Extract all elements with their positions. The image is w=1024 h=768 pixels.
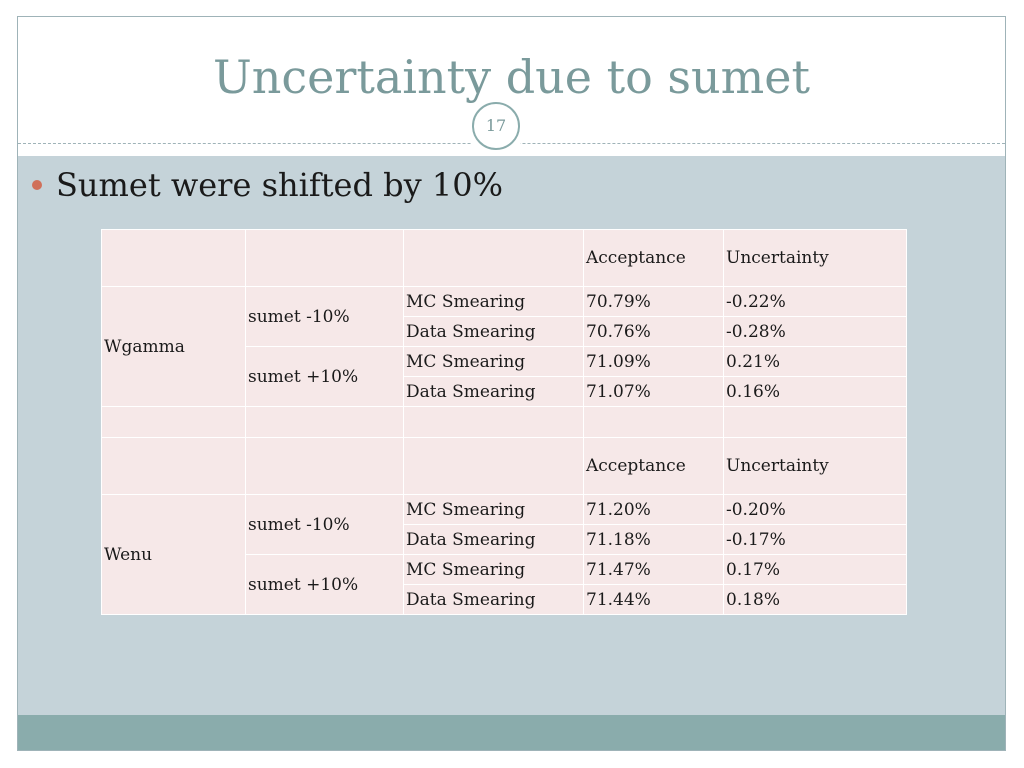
table-row: Data Smearing 70.76% -0.28%: [102, 316, 907, 347]
shift-label: sumet -10%: [245, 286, 404, 347]
acceptance-cell: 71.47%: [583, 554, 724, 585]
table-row: Data Smearing 71.44% 0.18%: [102, 584, 907, 615]
acceptance-cell: 71.18%: [583, 524, 724, 555]
table-cell: [245, 229, 404, 287]
page-number-badge: 17: [466, 96, 526, 156]
table-cell: [583, 406, 724, 438]
acceptance-cell: 71.09%: [583, 346, 724, 377]
method-cell: Data Smearing: [403, 584, 584, 615]
uncertainty-cell: 0.21%: [723, 346, 907, 377]
method-cell: Data Smearing: [403, 316, 584, 347]
acceptance-cell: 70.79%: [583, 286, 724, 317]
uncertainty-cell: 0.18%: [723, 584, 907, 615]
table-row: Wenu sumet -10% MC Smearing 71.20% -0.20…: [101, 494, 907, 615]
table-cell: [245, 406, 404, 438]
header-uncertainty: Uncertainty: [723, 437, 907, 495]
table-spacer-row: [101, 406, 907, 438]
table-cell: [245, 437, 404, 495]
table-cell: [403, 229, 584, 287]
table-header-row: Acceptance Uncertainty: [101, 437, 907, 495]
header-acceptance: Acceptance: [583, 437, 724, 495]
acceptance-cell: 70.76%: [583, 316, 724, 347]
page-number: 17: [472, 102, 520, 150]
slide-title: Uncertainty due to sumet: [213, 50, 810, 104]
uncertainty-cell: -0.28%: [723, 316, 907, 347]
table-cell: [403, 437, 584, 495]
method-cell: MC Smearing: [403, 494, 584, 525]
table-cell: [403, 406, 584, 438]
shift-label: sumet +10%: [245, 554, 404, 615]
uncertainty-cell: -0.17%: [723, 524, 907, 555]
method-cell: MC Smearing: [403, 554, 584, 585]
method-cell: Data Smearing: [403, 376, 584, 407]
header-acceptance: Acceptance: [583, 229, 724, 287]
table-cell: [723, 406, 907, 438]
acceptance-cell: 71.44%: [583, 584, 724, 615]
table-row: sumet +10% MC Smearing 71.47% 0.17%: [102, 554, 907, 615]
bullet-dot-icon: [32, 180, 42, 190]
uncertainty-cell: 0.16%: [723, 376, 907, 407]
method-cell: MC Smearing: [403, 286, 584, 317]
method-cell: Data Smearing: [403, 524, 584, 555]
shift-label: sumet +10%: [245, 346, 404, 407]
acceptance-cell: 71.20%: [583, 494, 724, 525]
bullet-text: Sumet were shifted by 10%: [56, 166, 503, 204]
uncertainty-cell: -0.20%: [723, 494, 907, 525]
uncertainty-table: Acceptance Uncertainty Wgamma sumet -10%…: [101, 229, 907, 615]
footer-band: [18, 715, 1005, 750]
method-cell: MC Smearing: [403, 346, 584, 377]
table-cell: [101, 229, 246, 287]
uncertainty-cell: 0.17%: [723, 554, 907, 585]
table-row: Wgamma sumet -10% MC Smearing 70.79% -0.…: [101, 286, 907, 407]
uncertainty-cell: -0.22%: [723, 286, 907, 317]
sample-name: Wenu: [101, 494, 246, 615]
bullet-item: Sumet were shifted by 10%: [32, 163, 503, 207]
table-cell: [101, 437, 246, 495]
table-cell: [101, 406, 246, 438]
acceptance-cell: 71.07%: [583, 376, 724, 407]
header-uncertainty: Uncertainty: [723, 229, 907, 287]
table-header-row: Acceptance Uncertainty: [101, 229, 907, 287]
sample-name: Wgamma: [101, 286, 246, 407]
shift-label: sumet -10%: [245, 494, 404, 555]
